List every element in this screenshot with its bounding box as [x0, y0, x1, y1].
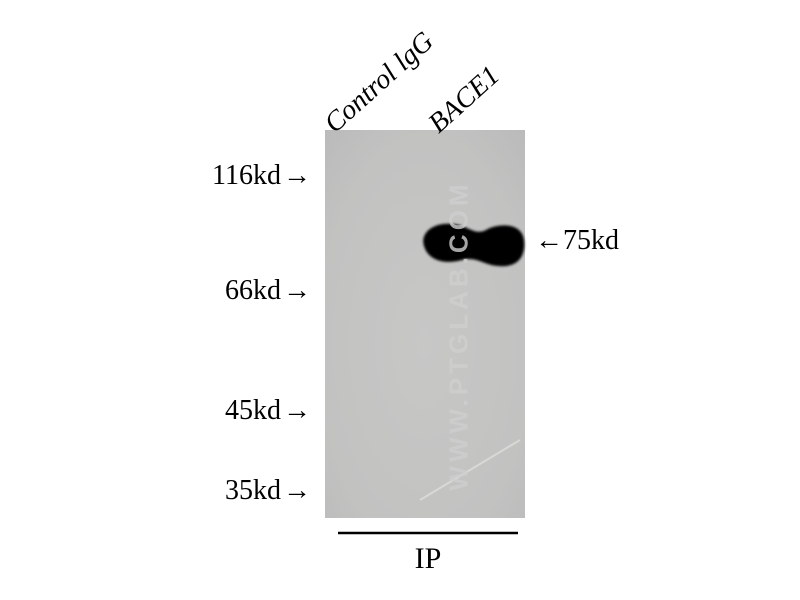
ip-label: IP [368, 542, 488, 576]
band-pointer-75kd-text: 75kd [563, 225, 619, 256]
blot-svg [0, 0, 800, 600]
arrow-right-icon: → [283, 275, 311, 306]
arrow-left-icon: ← [535, 225, 563, 256]
mw-marker-35kd-text: 35kd [225, 475, 281, 506]
arrow-right-icon: → [283, 395, 311, 426]
mw-marker-45kd: 45kd→ [147, 395, 311, 427]
mw-marker-116kd: 116kd→ [131, 160, 311, 192]
watermark-text: WWW.PTGLAB.COM [444, 180, 475, 490]
mw-marker-35kd: 35kd→ [147, 475, 311, 507]
mw-marker-116kd-text: 116kd [212, 160, 281, 191]
mw-marker-66kd: 66kd→ [147, 275, 311, 307]
blot-grain [325, 130, 525, 518]
arrow-right-icon: → [283, 475, 311, 506]
mw-marker-66kd-text: 66kd [225, 275, 281, 306]
mw-marker-45kd-text: 45kd [225, 395, 281, 426]
band-pointer-75kd: ←75kd [535, 225, 619, 257]
arrow-right-icon: → [283, 160, 311, 191]
figure-stage: WWW.PTGLAB.COM 116kd→ 66kd→ 45kd→ 35kd→ … [0, 0, 800, 600]
